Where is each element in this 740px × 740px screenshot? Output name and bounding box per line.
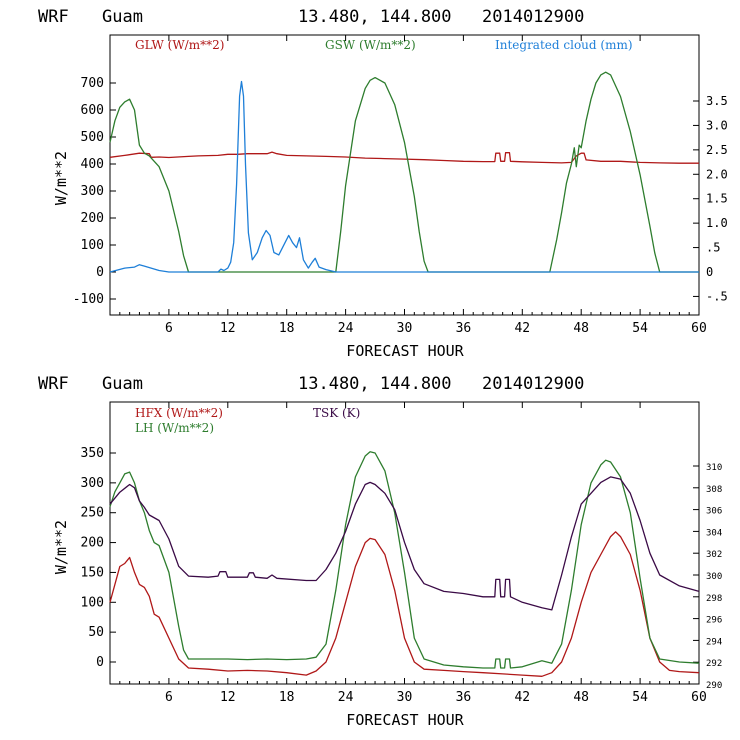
x-tick-label: 6 xyxy=(165,690,173,705)
panel-2-legend-hfx: HFX (W/m**2) xyxy=(135,406,223,420)
x-tick-label: 18 xyxy=(279,321,295,336)
panel-1-coords: 13.480, 144.800 xyxy=(298,7,452,27)
y2-tick-label: 292 xyxy=(706,659,722,669)
y-tick-label: 100 xyxy=(81,595,104,610)
y2-tick-label: 304 xyxy=(706,528,722,538)
x-tick-label: 36 xyxy=(456,321,472,336)
panel-1-date: 2014012900 xyxy=(482,7,584,27)
x-tick-label: 24 xyxy=(338,321,354,336)
y-tick-label: 400 xyxy=(81,157,104,172)
x-tick-label: 36 xyxy=(456,690,472,705)
panel-2-y2-ticks: 290 292 294 296 298 300 302 304 306 308 310 xyxy=(693,463,722,691)
panel-2-series xyxy=(109,451,700,677)
series-line-lh xyxy=(109,451,700,669)
y2-tick-label: 300 xyxy=(706,572,722,582)
y-tick-label: 300 xyxy=(81,476,104,491)
panel-2-date: 2014012900 xyxy=(482,374,584,394)
series-line-gsw xyxy=(109,71,699,273)
y-tick-label: 250 xyxy=(81,506,104,521)
panel-1-plot-frame xyxy=(109,34,700,316)
panel-1-series xyxy=(109,71,699,273)
panel-2-legend-lh: LH (W/m**2) xyxy=(135,421,214,435)
y2-tick-label: 3.0 xyxy=(706,118,728,132)
x-tick-label: 42 xyxy=(514,690,530,705)
panel-2-model: WRF xyxy=(38,374,69,394)
panel-1-y2-ticks: -.5 0 .5 1.0 1.5 2.0 2.5 3.0 3.5 xyxy=(693,94,728,303)
x-tick-label: 6 xyxy=(165,321,173,336)
series-line-tsk xyxy=(109,476,700,611)
y-tick-label: 200 xyxy=(81,536,104,551)
y2-tick-label: 0 xyxy=(706,265,713,279)
panel-1-legend-cloud: Integrated cloud (mm) xyxy=(495,38,633,52)
panel-2-legend-tsk: TSK (K) xyxy=(313,406,360,420)
x-tick-label: 12 xyxy=(220,321,236,336)
y2-tick-label: -.5 xyxy=(706,289,728,303)
y-tick-label: 700 xyxy=(81,76,104,91)
x-tick-label: 30 xyxy=(397,690,413,705)
x-tick-label: 60 xyxy=(691,690,707,705)
y2-tick-label: 308 xyxy=(706,485,722,495)
y2-tick-label: .5 xyxy=(706,241,720,255)
panel-1-legend-gsw: GSW (W/m**2) xyxy=(325,38,416,52)
series-line-glw xyxy=(109,151,699,164)
y2-tick-label: 1.5 xyxy=(706,192,728,206)
y2-tick-label: 296 xyxy=(706,616,722,626)
panel-1-model: WRF xyxy=(38,7,69,27)
y2-tick-label: 298 xyxy=(706,594,722,604)
series-line-integrated xyxy=(109,80,699,273)
x-tick-label: 54 xyxy=(632,321,648,336)
y-tick-label: 500 xyxy=(81,130,104,145)
panel-1: WRF Guam 13.480, 144.800 2014012900 GLW … xyxy=(38,7,728,360)
y-tick-label: 150 xyxy=(81,565,104,580)
y-tick-label: 50 xyxy=(88,625,104,640)
y2-tick-label: 294 xyxy=(706,637,722,647)
x-tick-label: 12 xyxy=(220,690,236,705)
x-tick-label: 42 xyxy=(514,321,530,336)
y2-tick-label: 306 xyxy=(706,507,722,517)
x-tick-label: 48 xyxy=(573,690,589,705)
panel-2-x-axis-label: FORECAST HOUR xyxy=(346,711,464,729)
y-tick-label: 100 xyxy=(81,238,104,253)
x-tick-label: 54 xyxy=(632,690,648,705)
x-tick-label: 30 xyxy=(397,321,413,336)
y-tick-label: -100 xyxy=(73,292,104,307)
panel-1-legend-glw: GLW (W/m**2) xyxy=(135,38,224,52)
y2-tick-label: 2.0 xyxy=(706,167,728,181)
panel-2: WRF Guam 13.480, 144.800 2014012900 HFX … xyxy=(38,374,722,729)
x-tick-label: 18 xyxy=(279,690,295,705)
panel-1-y-ticks: -100 0 100 200 300 400 500 600 700 xyxy=(73,76,116,307)
y2-tick-label: 290 xyxy=(706,681,722,691)
y2-tick-label: 1.0 xyxy=(706,216,728,230)
y2-tick-label: 2.5 xyxy=(706,143,728,157)
series-line-hfx xyxy=(109,531,700,677)
x-tick-label: 24 xyxy=(338,690,354,705)
y-tick-label: 600 xyxy=(81,103,104,118)
y2-tick-label: 3.5 xyxy=(706,94,728,108)
x-tick-label: 60 xyxy=(691,321,707,336)
y-tick-label: 0 xyxy=(96,655,104,670)
panel-2-location: Guam xyxy=(102,374,143,394)
panel-1-y-axis-label: W/m**2 xyxy=(52,151,70,205)
panel-1-location: Guam xyxy=(102,7,143,27)
panel-2-y-ticks: 0 50 100 150 200 250 300 350 xyxy=(81,446,116,670)
y-tick-label: 0 xyxy=(96,265,104,280)
panel-1-x-axis-label: FORECAST HOUR xyxy=(346,342,464,360)
y2-tick-label: 310 xyxy=(706,463,722,473)
panel-2-x-ticks: 6 12 18 24 30 36 42 48 54 60 xyxy=(119,402,707,705)
y2-tick-label: 302 xyxy=(706,550,722,560)
y-tick-label: 300 xyxy=(81,184,104,199)
panel-2-y-axis-label: W/m**2 xyxy=(52,520,70,574)
y-tick-label: 350 xyxy=(81,446,104,461)
panel-1-x-ticks: 6 12 18 24 30 36 42 48 54 60 xyxy=(119,35,707,336)
x-tick-label: 48 xyxy=(573,321,589,336)
y-tick-label: 200 xyxy=(81,211,104,226)
panel-2-coords: 13.480, 144.800 xyxy=(298,374,452,394)
